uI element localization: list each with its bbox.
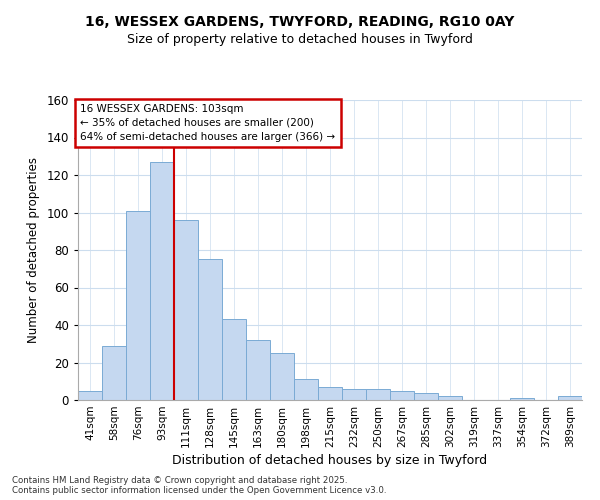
Bar xyxy=(270,353,294,400)
Bar xyxy=(78,390,102,400)
Bar xyxy=(198,260,222,400)
Bar xyxy=(390,390,414,400)
Bar xyxy=(414,392,438,400)
Bar xyxy=(246,340,270,400)
Y-axis label: Number of detached properties: Number of detached properties xyxy=(26,157,40,343)
Bar xyxy=(558,396,582,400)
Text: 16, WESSEX GARDENS, TWYFORD, READING, RG10 0AY: 16, WESSEX GARDENS, TWYFORD, READING, RG… xyxy=(85,15,515,29)
Text: Size of property relative to detached houses in Twyford: Size of property relative to detached ho… xyxy=(127,32,473,46)
Bar xyxy=(150,162,174,400)
Bar xyxy=(126,210,150,400)
Bar xyxy=(294,380,318,400)
Text: Contains HM Land Registry data © Crown copyright and database right 2025.
Contai: Contains HM Land Registry data © Crown c… xyxy=(12,476,386,495)
Text: 16 WESSEX GARDENS: 103sqm
← 35% of detached houses are smaller (200)
64% of semi: 16 WESSEX GARDENS: 103sqm ← 35% of detac… xyxy=(80,104,335,142)
Bar xyxy=(510,398,534,400)
Bar xyxy=(342,389,366,400)
X-axis label: Distribution of detached houses by size in Twyford: Distribution of detached houses by size … xyxy=(172,454,488,467)
Bar xyxy=(222,320,246,400)
Bar xyxy=(174,220,198,400)
Bar xyxy=(438,396,462,400)
Bar xyxy=(318,387,342,400)
Bar xyxy=(366,389,390,400)
Bar xyxy=(102,346,126,400)
